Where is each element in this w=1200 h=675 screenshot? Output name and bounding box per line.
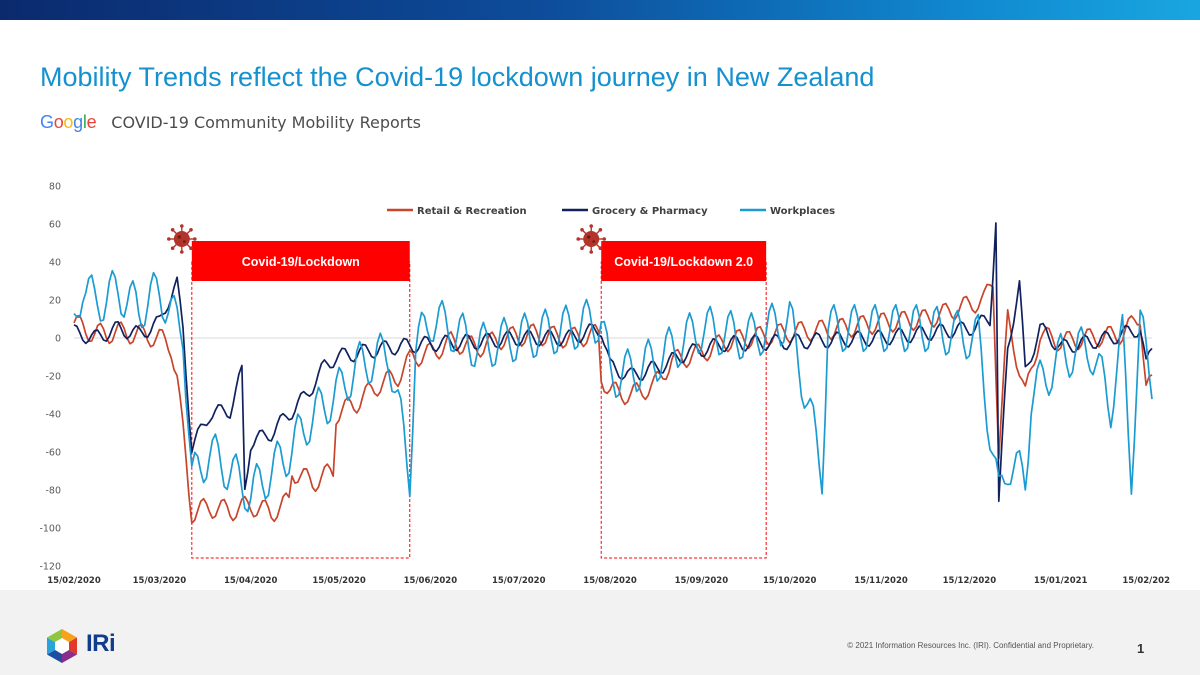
virus-spike-tip <box>193 237 197 241</box>
y-tick-label: 0 <box>55 334 61 345</box>
virus-icon <box>576 224 607 254</box>
virus-spot <box>183 240 186 243</box>
virus-spike-tip <box>589 250 594 254</box>
lockdown-label-box <box>601 241 767 281</box>
virus-spike-tip <box>189 228 193 232</box>
x-tick-label: 15/05/2020 <box>312 576 366 586</box>
virus-body <box>173 231 190 247</box>
y-tick-label: -80 <box>45 486 61 497</box>
y-tick-label: 20 <box>49 296 61 307</box>
legend-label: Workplaces <box>770 206 835 217</box>
copyright-notice: © 2021 Information Resources Inc. (IRI).… <box>847 641 1094 650</box>
virus-spike-tip <box>589 224 594 228</box>
y-tick-label: 60 <box>49 220 61 231</box>
legend-label: Retail & Recreation <box>417 206 527 217</box>
x-tick-label: 15/12/2020 <box>943 576 997 586</box>
virus-spike-tip <box>580 246 584 250</box>
slide-title: Mobility Trends reflect the Covid-19 loc… <box>40 62 875 92</box>
x-tick-label: 15/02/202 <box>1122 576 1170 586</box>
lockdown-label: Covid-19/Lockdown 2.0 <box>614 255 753 269</box>
top-banner <box>0 0 1200 20</box>
virus-spike-tip <box>180 250 184 254</box>
y-tick-label: -60 <box>45 448 61 459</box>
lockdown-period-frame <box>600 261 767 559</box>
virus-spike-tip <box>167 237 171 241</box>
x-tick-label: 15/02/2020 <box>47 576 101 586</box>
source-title: COVID-19 Community Mobility Reports <box>111 112 421 132</box>
x-tick-label: 15/01/2021 <box>1034 576 1088 586</box>
footer-band <box>0 590 1200 675</box>
virus-spike-tip <box>598 246 603 250</box>
lockdown-label: Covid-19/Lockdown <box>242 255 360 269</box>
virus-spike-tip <box>180 224 184 228</box>
lockdown-period-frame <box>191 261 411 559</box>
x-tick-label: 15/03/2020 <box>133 576 187 586</box>
virus-spike-tip <box>580 228 584 232</box>
page-number: 1 <box>1137 641 1145 656</box>
lockdown-label-box <box>191 241 410 281</box>
iri-logo-text: IRi <box>86 630 116 657</box>
virus-spot <box>587 235 591 239</box>
virus-icon <box>167 224 197 254</box>
virus-spike-tip <box>602 237 607 241</box>
x-tick-label: 15/06/2020 <box>404 576 458 586</box>
y-tick-label: -40 <box>45 410 61 421</box>
google-logo: Google <box>40 111 97 132</box>
x-tick-label: 15/11/2020 <box>854 576 908 586</box>
virus-body <box>583 231 600 247</box>
virus-spot <box>592 240 596 243</box>
series-line <box>73 269 1153 513</box>
virus-spike-tip <box>170 228 175 232</box>
mobility-line-chart: 80 60 40 20 0 -20 -40 -60 -80 -100 -120 15/02/2020 1… <box>39 182 1170 587</box>
y-tick-label: 40 <box>49 258 61 269</box>
virus-spike-tip <box>598 228 603 232</box>
x-tick-label: 15/09/2020 <box>675 576 729 586</box>
virus-spike-tip <box>576 237 581 241</box>
x-tick-label: 15/10/2020 <box>763 576 817 586</box>
x-tick-label: 15/07/2020 <box>492 576 546 586</box>
source-line: Google COVID-19 Community Mobility Repor… <box>40 110 421 134</box>
legend-label: Grocery & Pharmacy <box>592 206 708 217</box>
virus-spike-tip <box>189 246 193 250</box>
virus-spot <box>177 235 181 239</box>
y-tick-label: -100 <box>39 524 61 535</box>
y-tick-label: -20 <box>45 372 61 383</box>
y-tick-label: 80 <box>49 182 61 193</box>
x-tick-label: 15/04/2020 <box>224 576 278 586</box>
virus-spike-tip <box>170 246 175 250</box>
x-tick-label: 15/08/2020 <box>583 576 637 586</box>
iri-logo-icon <box>47 629 77 663</box>
y-tick-label: -120 <box>39 562 61 573</box>
